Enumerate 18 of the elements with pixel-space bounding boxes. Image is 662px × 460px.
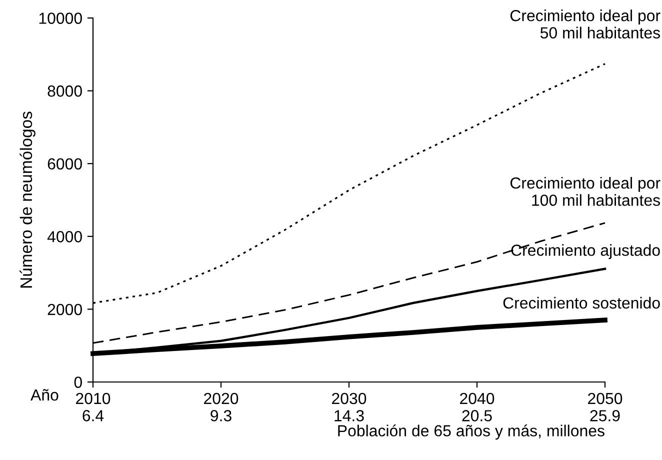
series-label: Crecimiento ajustado: [511, 244, 660, 260]
x-tick-label: 2040 20.5: [460, 392, 494, 422]
x-tick-label: 2050 25.9: [588, 392, 622, 422]
y-tick-label: 6000: [48, 158, 82, 170]
series-label: Crecimiento sostenido: [503, 296, 660, 309]
x-tick-label: 2030 14.3: [332, 392, 366, 422]
y-tick-label: 4000: [47, 231, 82, 242]
y-tick-label: 8000: [48, 85, 82, 97]
y-tick-label: 2000: [48, 304, 82, 316]
x-tick-label: 2010 6.4: [76, 392, 110, 422]
y-axis-title: Número de neumólogos: [20, 112, 36, 288]
text: Año: [30, 389, 58, 401]
text: Crecimiento ideal por 50 mil habitantes: [510, 10, 660, 38]
y-tick-label: 10000: [39, 12, 82, 24]
text: Crecimiento ideal por 100 mil habitantes: [510, 176, 660, 206]
x-tick-label: 2020 9.3: [204, 392, 238, 422]
y-tick-label: 0: [74, 376, 82, 388]
x-axis-title: Población de 65 años y más, millones: [338, 424, 604, 440]
